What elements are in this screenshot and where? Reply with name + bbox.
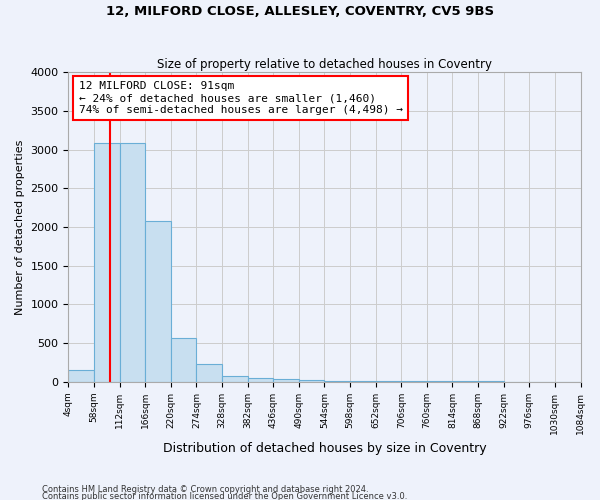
Bar (376, 381, 401, 382)
Text: 12, MILFORD CLOSE, ALLESLEY, COVENTRY, CV5 9BS: 12, MILFORD CLOSE, ALLESLEY, COVENTRY, C… (106, 5, 494, 18)
Bar (248, 378, 273, 382)
Bar (222, 376, 248, 382)
Text: Contains public sector information licensed under the Open Government Licence v3: Contains public sector information licen… (42, 492, 407, 500)
Bar (119, 144, 145, 382)
Bar (325, 381, 350, 382)
Text: 12 MILFORD CLOSE: 91sqm
← 24% of detached houses are smaller (1,460)
74% of semi: 12 MILFORD CLOSE: 91sqm ← 24% of detache… (79, 82, 403, 114)
Bar (196, 364, 222, 382)
Text: Contains HM Land Registry data © Crown copyright and database right 2024.: Contains HM Land Registry data © Crown c… (42, 486, 368, 494)
Bar (68, 370, 94, 382)
Bar (299, 380, 325, 382)
Bar (94, 144, 119, 382)
Bar (350, 381, 376, 382)
X-axis label: Distribution of detached houses by size in Coventry: Distribution of detached houses by size … (163, 442, 486, 455)
Bar (145, 221, 171, 382)
Title: Size of property relative to detached houses in Coventry: Size of property relative to detached ho… (157, 58, 492, 71)
Y-axis label: Number of detached properties: Number of detached properties (15, 140, 25, 314)
Bar (171, 338, 196, 382)
Bar (273, 380, 299, 382)
